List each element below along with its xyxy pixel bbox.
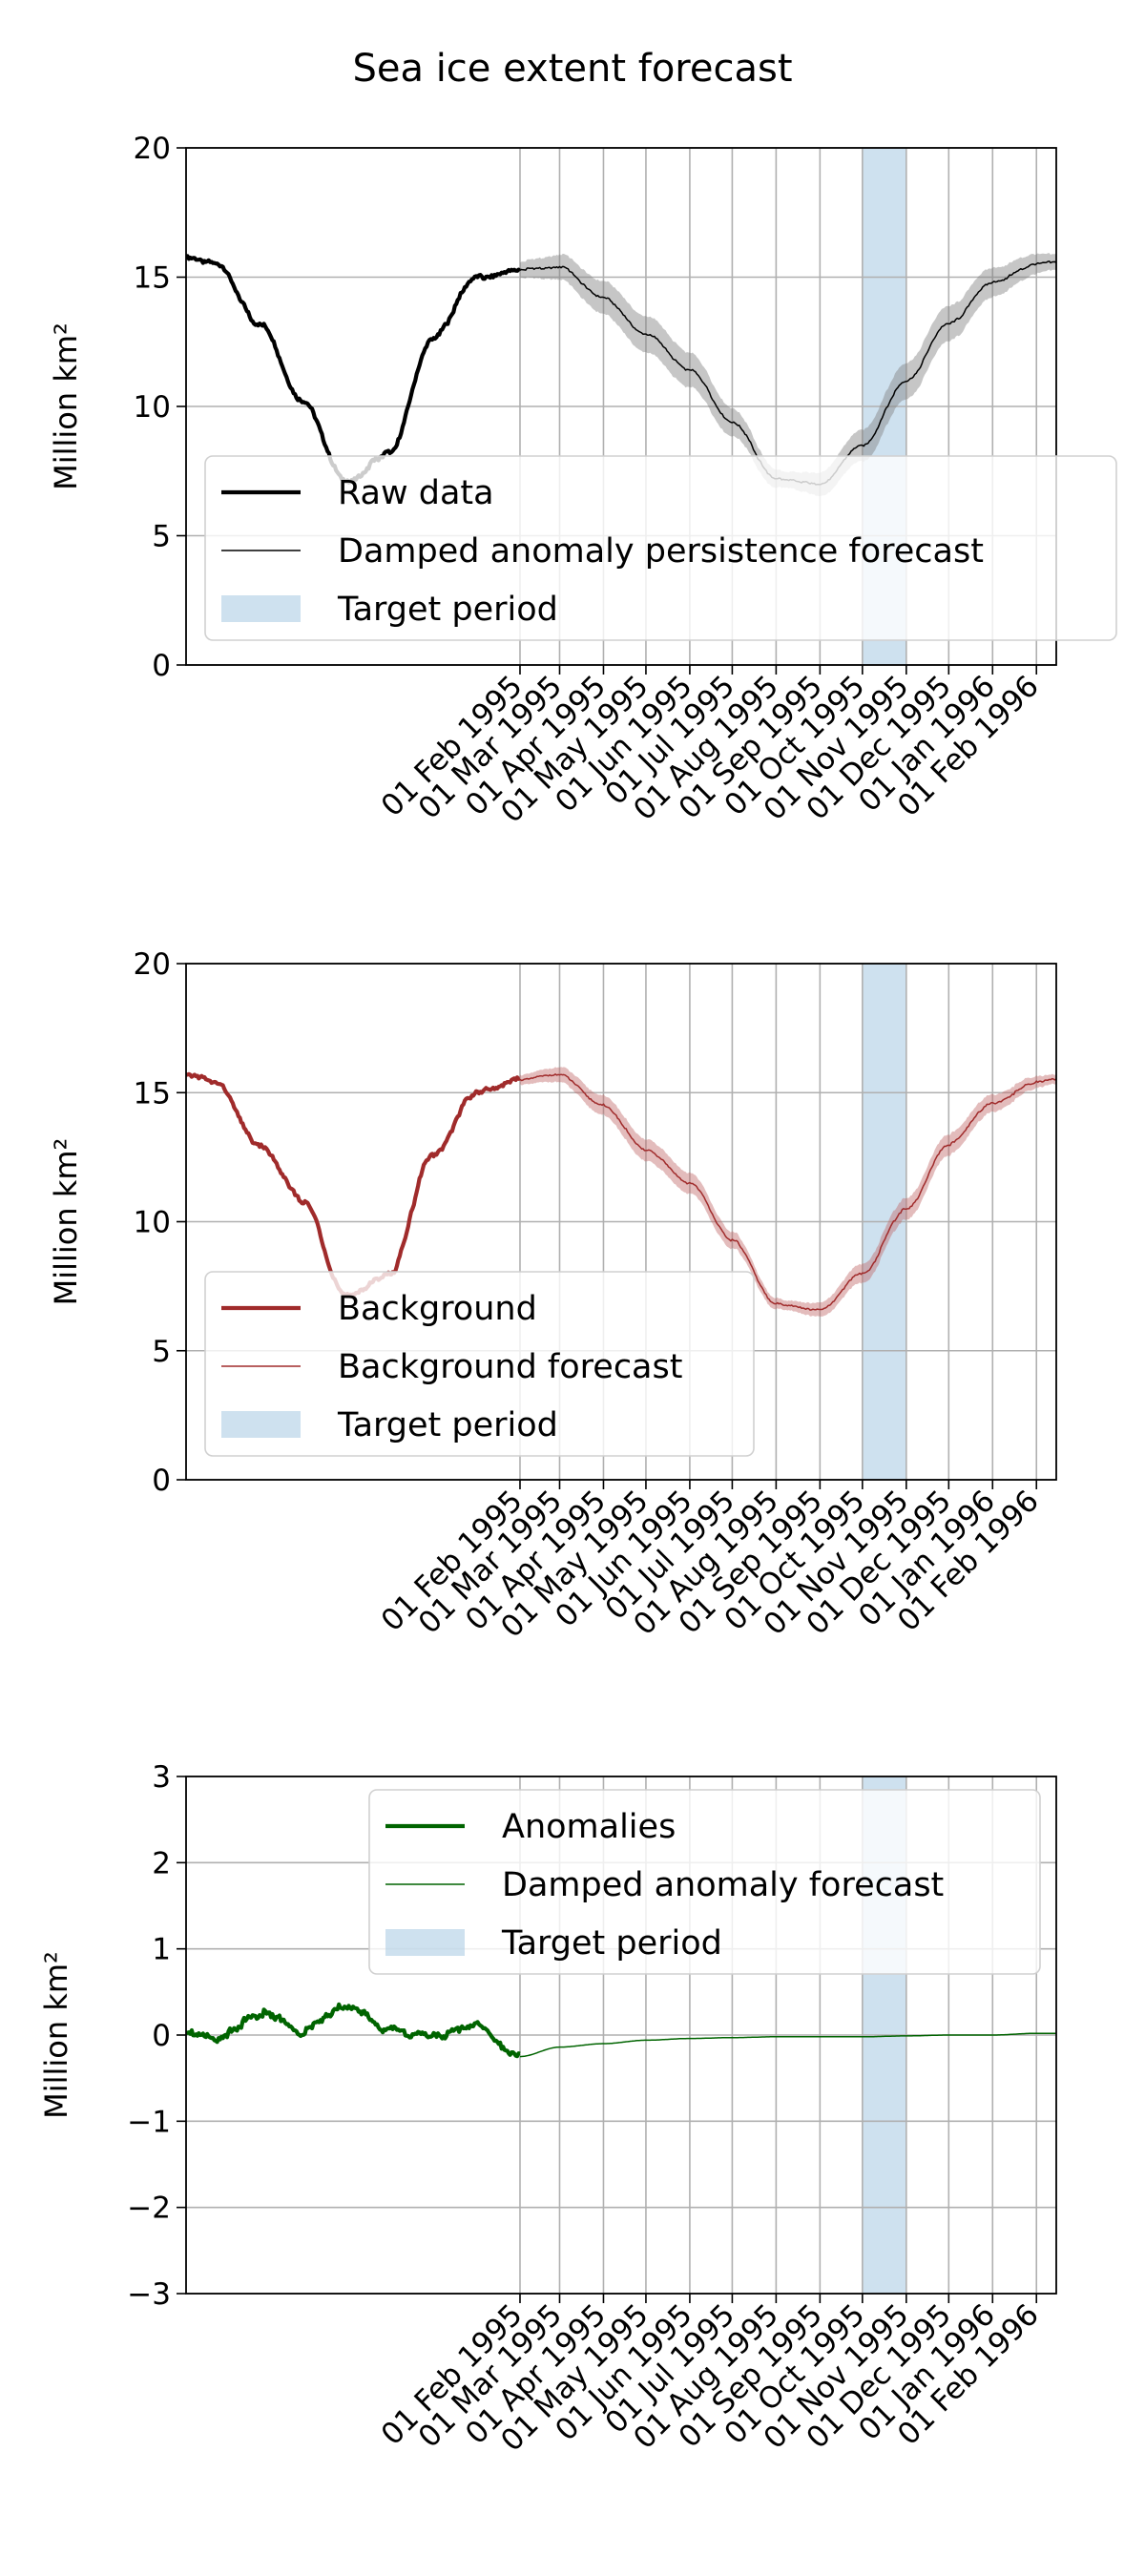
- y-axis-label: Million km²: [38, 1951, 74, 2119]
- y-tick-label: 15: [134, 261, 171, 296]
- legend-box: [368, 1789, 1041, 1975]
- y-tick-label: 0: [152, 2019, 171, 2053]
- figure-title: Sea ice extent forecast: [352, 47, 792, 91]
- forecast-series-line: [519, 1073, 1056, 1311]
- legend-box: [204, 1271, 755, 1457]
- y-axis-label: Million km²: [48, 1138, 84, 1306]
- legend-label: Target period: [501, 1924, 722, 1963]
- legend-label: Damped anomaly forecast: [502, 1866, 944, 1904]
- y-axis-label: Million km²: [48, 322, 84, 490]
- legend-box: [204, 455, 1117, 641]
- y-tick-label: 3: [152, 1760, 171, 1795]
- y-tick-label: 5: [152, 1335, 171, 1369]
- y-tick-label: 5: [152, 520, 171, 554]
- legend-label: Background: [338, 1290, 537, 1328]
- y-tick-label: 10: [134, 390, 171, 425]
- y-tick-label: 20: [134, 132, 171, 166]
- axes-frame: [185, 1776, 1057, 2295]
- y-tick-label: 10: [134, 1206, 171, 1240]
- observed-series-line: [186, 254, 522, 485]
- legend-patch: [385, 1929, 465, 1956]
- legend-label: Background forecast: [338, 1348, 682, 1386]
- observed-series-line: [186, 1071, 521, 1298]
- y-tick-label: −2: [127, 2192, 171, 2226]
- y-tick-label: 15: [134, 1076, 171, 1111]
- y-tick-label: 20: [134, 947, 171, 982]
- legend-label: Raw data: [338, 474, 494, 512]
- legend-label: Target period: [337, 591, 558, 629]
- legend-patch: [221, 1411, 301, 1438]
- forecast-uncertainty-band: [520, 253, 1056, 497]
- legend-label: Target period: [337, 1406, 558, 1444]
- y-tick-label: −3: [127, 2277, 171, 2312]
- y-tick-label: 0: [152, 1464, 171, 1498]
- axes-frame: [185, 147, 1057, 666]
- observed-series-line: [186, 2002, 521, 2059]
- y-tick-label: 1: [152, 1933, 171, 1967]
- legend-label: Damped anomaly persistence forecast: [338, 532, 984, 571]
- y-tick-label: 2: [152, 1846, 171, 1880]
- forecast-series-line: [519, 2032, 1056, 2058]
- legend-label: Anomalies: [502, 1808, 676, 1846]
- y-tick-label: 0: [152, 649, 171, 683]
- y-tick-label: −1: [127, 2105, 171, 2139]
- legend-patch: [221, 595, 301, 622]
- axes-frame: [185, 963, 1057, 1481]
